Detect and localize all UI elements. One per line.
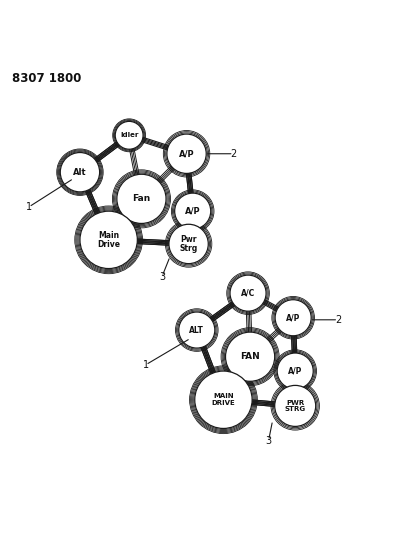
Text: 2: 2 (230, 149, 236, 159)
Text: Idler: Idler (120, 132, 138, 138)
Circle shape (194, 371, 252, 429)
Text: A/C: A/C (240, 289, 254, 297)
Text: FAN: FAN (240, 352, 259, 361)
Circle shape (276, 353, 312, 389)
Text: 1: 1 (142, 360, 148, 370)
Text: 3: 3 (159, 272, 164, 282)
Circle shape (115, 122, 143, 149)
Circle shape (60, 152, 99, 192)
Circle shape (169, 224, 208, 264)
Text: Pwr
Strg: Pwr Strg (179, 235, 197, 253)
Text: MAIN
DRIVE: MAIN DRIVE (211, 393, 235, 406)
Text: 8307 1800: 8307 1800 (12, 72, 81, 85)
Circle shape (166, 134, 206, 173)
Circle shape (174, 193, 210, 229)
Text: A/P: A/P (184, 207, 200, 216)
Text: PWR
STRG: PWR STRG (284, 400, 305, 412)
Text: 2: 2 (334, 315, 341, 325)
Text: A/P: A/P (285, 313, 300, 322)
Text: Alt: Alt (73, 168, 87, 177)
Text: 1: 1 (26, 202, 31, 212)
Circle shape (274, 300, 310, 336)
Text: A/P: A/P (178, 149, 194, 158)
Text: Main
Drive: Main Drive (97, 230, 120, 249)
Circle shape (80, 211, 137, 269)
Circle shape (225, 332, 274, 381)
Circle shape (274, 385, 315, 426)
Text: Fan: Fan (132, 195, 150, 204)
Text: ALT: ALT (189, 326, 204, 335)
Circle shape (117, 174, 166, 223)
Text: 3: 3 (265, 436, 271, 446)
Circle shape (229, 275, 265, 311)
Circle shape (178, 312, 214, 348)
Text: A/P: A/P (287, 367, 302, 376)
